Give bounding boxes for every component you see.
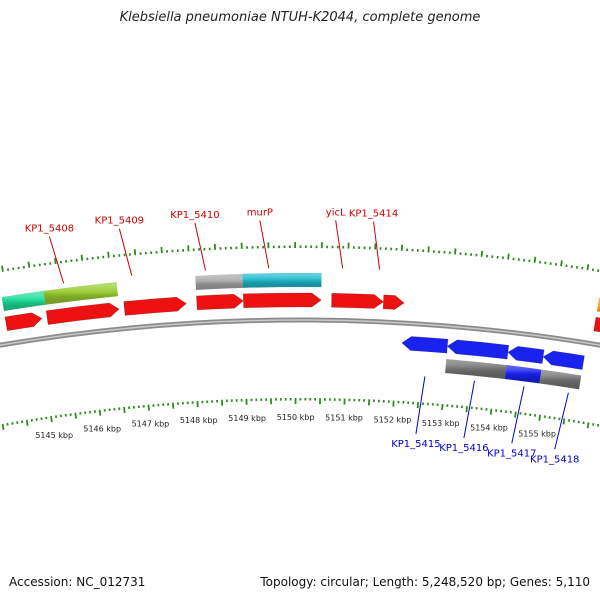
accession-text: Accession: NC_012731 (9, 575, 146, 589)
scale-tick (465, 406, 468, 413)
scale-tick (74, 412, 77, 419)
gene-leader-line (415, 376, 426, 435)
reverse-cds-arrow (446, 339, 510, 360)
forward-cds-arrow (331, 292, 384, 309)
gene-leader-line (194, 222, 206, 271)
reverse-cds-arrow (401, 336, 449, 354)
scale-label: 5148 kbp (180, 416, 218, 425)
gene-label-bottom[interactable]: KP1_5415 (391, 439, 440, 450)
gene-label-bottom[interactable]: KP1_5418 (530, 454, 579, 465)
forward-feature-block-shade (242, 272, 322, 288)
forward-feature-block-shade (596, 297, 600, 312)
scale-tick (480, 250, 484, 257)
forward-cds-arrow (196, 293, 244, 311)
forward-feature-block-shade (195, 273, 244, 290)
scale-label: 5150 kbp (277, 413, 315, 422)
gene-label-top[interactable]: KP1_5408 (25, 224, 74, 235)
gene-leader-line (373, 221, 381, 270)
forward-cds-arrow (593, 316, 600, 333)
reverse-cds-arrow (507, 346, 545, 364)
topology-text: Topology: circular; Length: 5,248,520 bp… (260, 575, 590, 589)
scale-tick (489, 408, 493, 415)
scale-label: 5155 kbp (518, 430, 556, 439)
scale-tick (25, 419, 29, 426)
scale-tick (533, 256, 537, 263)
gene-label-top[interactable]: KP1_5409 (95, 216, 144, 227)
reverse-feature-block-shade (445, 359, 507, 380)
reverse-cds-arrow (542, 350, 585, 370)
scale-tick (538, 414, 542, 421)
scale-tick (1, 423, 5, 430)
scale-label: 5153 kbp (422, 419, 460, 428)
forward-cds-arrow (4, 312, 43, 332)
forward-cds-arrow (45, 302, 120, 325)
scale-label: 5145 kbp (35, 431, 73, 440)
scale-tick (27, 261, 31, 268)
scale-tick (98, 409, 102, 416)
gene-leader-line (48, 236, 65, 284)
forward-feature-block-shade (1, 290, 46, 312)
gene-labels: KP1_5408 KP1_5409 KP1_5410 murP yicL KP1_5414… (25, 207, 580, 465)
gene-leader-line (259, 220, 270, 269)
scale-tick (107, 251, 110, 258)
scale-label: 5146 kbp (83, 425, 121, 434)
scale-tick (560, 260, 563, 267)
scale-label: 5149 kbp (228, 414, 266, 423)
ticks-top (1, 242, 600, 273)
scale-tick (80, 254, 84, 261)
scale-tick (586, 422, 590, 429)
forward-feature-block-shade (43, 282, 118, 305)
scale-tick (54, 257, 57, 265)
forward-cds-arrow (123, 296, 187, 316)
gene-label-top[interactable]: KP1_5410 (170, 210, 219, 221)
gene-leader-line (463, 380, 476, 439)
scale-tick (123, 406, 126, 414)
gene-label-top[interactable]: KP1_5414 (349, 208, 398, 219)
scale-label: 5151 kbp (325, 414, 363, 423)
backbone (0, 317, 600, 348)
gene-leader-line (335, 220, 344, 269)
scale-tick (507, 253, 510, 260)
scale-label: 5147 kbp (132, 420, 170, 429)
scale-label: 5154 kbp (470, 424, 508, 433)
gene-label-top[interactable]: yicL (326, 207, 346, 218)
scale-tick (586, 264, 590, 271)
feature-tracks (1, 272, 600, 390)
forward-cds-arrow (242, 292, 322, 309)
reverse-feature-block-shade (539, 369, 582, 390)
scale-tick (50, 415, 53, 423)
backbone-inner (0, 319, 600, 347)
scale-tick (1, 265, 4, 272)
ticks-bottom (1, 397, 600, 430)
genome-title: Klebsiella pneumoniae NTUH-K2044, comple… (119, 10, 481, 25)
forward-cds-arrow (382, 294, 405, 310)
gene-leader-line (511, 386, 525, 444)
gene-leader-line (118, 228, 133, 276)
gene-label-bottom[interactable]: KP1_5416 (439, 443, 488, 454)
gene-leader-line (554, 392, 569, 450)
scale-tick (133, 249, 137, 256)
scale-labels: 5145 kbp 5146 kbp 5147 kbp 5148 kbp 5149 kbp… (35, 413, 556, 440)
scale-tick (514, 411, 517, 418)
scale-tick (562, 418, 566, 425)
scale-label: 5152 kbp (374, 416, 412, 425)
reverse-feature-block-shade (504, 365, 542, 384)
gene-label-top[interactable]: murP (247, 207, 273, 218)
scale-tick (147, 404, 150, 411)
gene-label-bottom[interactable]: KP1_5417 (487, 448, 536, 459)
